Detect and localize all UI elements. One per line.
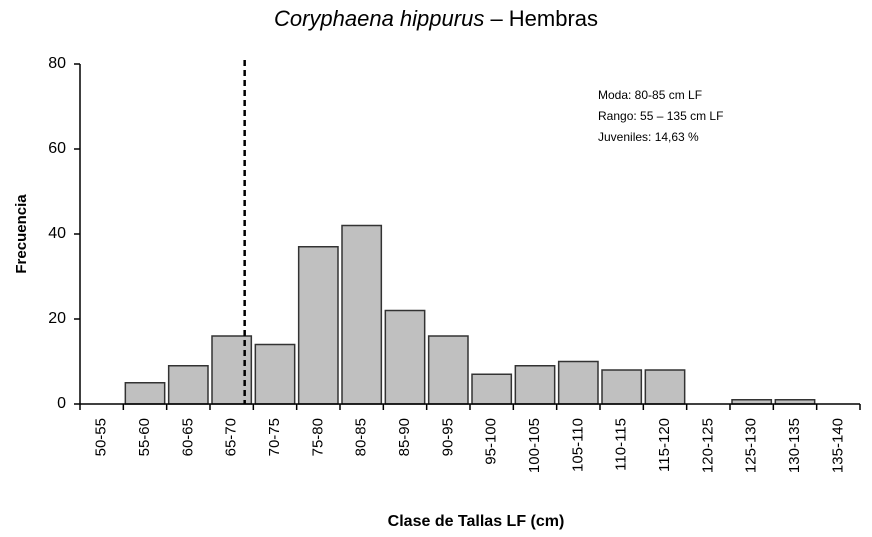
chart-title: Coryphaena hippurus – Hembras [274,6,598,31]
x-tick-label: 55-60 [136,418,153,456]
x-tick-label: 100-105 [526,418,543,473]
bar [514,365,556,405]
title-species: Coryphaena hippurus [274,6,484,31]
y-tick-label: 80 [48,55,66,72]
annotation: Rango: 55 – 135 cm LF [598,109,723,123]
bar [124,382,166,405]
bar [427,335,469,405]
x-tick-label: 110-115 [613,418,630,471]
title-text: – Hembras [484,6,598,31]
bar [557,360,599,405]
bar [297,246,339,405]
y-tick-label: 20 [48,310,66,327]
y-axis-label: Frecuencia [13,194,30,274]
y-tick-label: 60 [48,140,66,157]
x-tick-label: 105-110 [569,418,586,472]
annotation: Moda: 80-85 cm LF [598,88,702,102]
bar [644,369,686,405]
bar [471,373,513,405]
x-tick-label: 75-80 [309,418,326,456]
x-axis-label: Clase de Tallas LF (cm) [388,513,565,530]
x-tick-label: 85-90 [396,418,413,456]
x-tick-label: 125-130 [743,418,760,473]
x-tick-label: 70-75 [266,418,283,456]
bar [167,365,209,405]
y-tick-label: 40 [48,225,66,242]
x-tick-label: 135-140 [829,418,846,473]
x-tick-label: 115-120 [656,418,673,472]
bar [254,343,296,405]
bar [384,309,426,405]
x-tick-label: 50-55 [93,418,110,456]
x-tick-label: 80-85 [353,418,370,456]
bar [601,369,643,405]
x-tick-label: 65-70 [223,418,240,456]
bar [341,224,383,405]
y-tick-label: 0 [57,395,66,412]
x-tick-label: 95-100 [483,418,500,465]
x-tick-label: 130-135 [786,418,803,473]
annotation: Juveniles: 14,63 % [598,130,699,144]
x-tick-label: 120-125 [699,418,716,473]
x-tick-label: 60-65 [179,418,196,456]
x-tick-label: 90-95 [439,418,456,456]
